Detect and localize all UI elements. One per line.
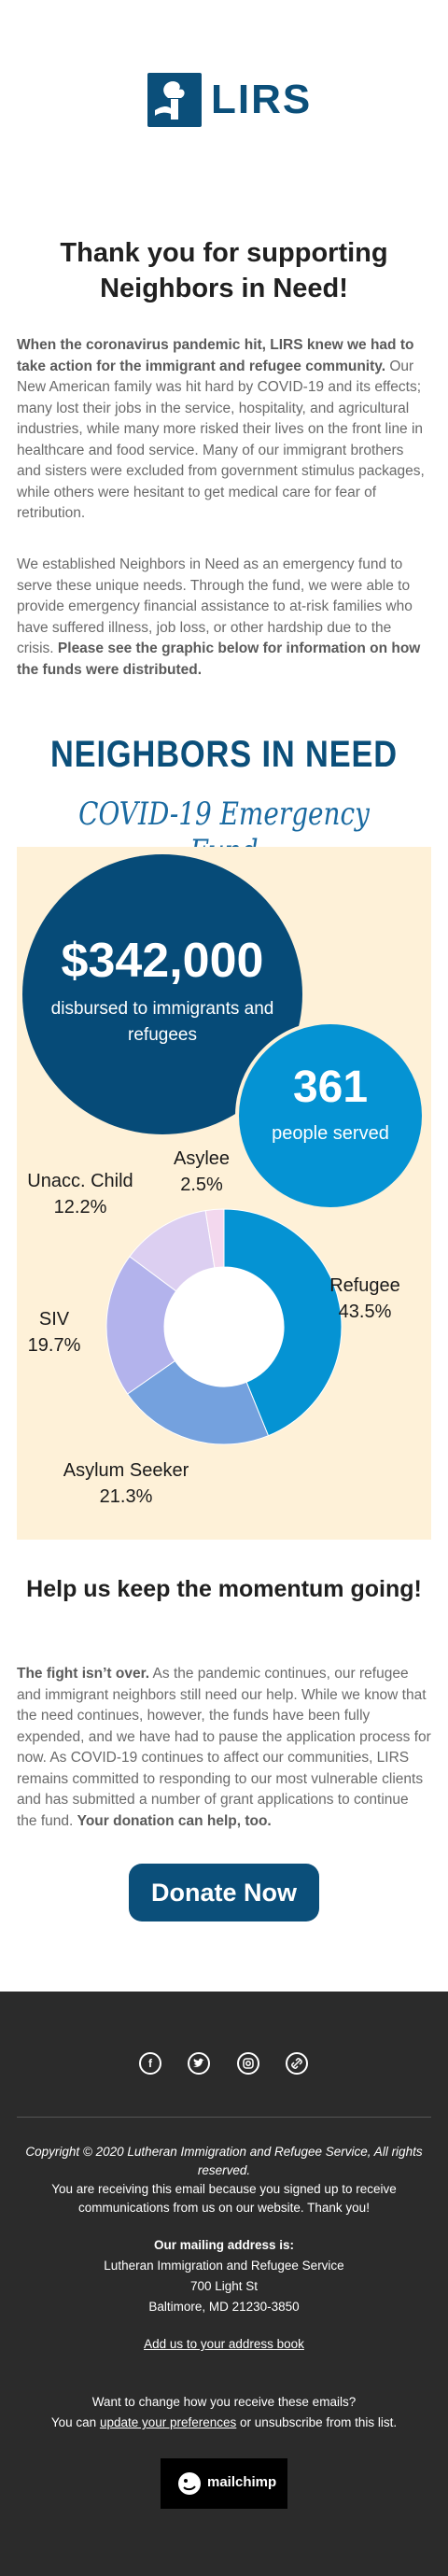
website-icon[interactable] bbox=[286, 2052, 308, 2075]
facebook-icon[interactable]: f bbox=[139, 2052, 161, 2075]
graphic-heading: NEIGHBORS IN NEED bbox=[49, 734, 399, 775]
donut-label-asylum-seeker-value: 21.3% bbox=[99, 1486, 153, 1507]
page-title: Thank you for supporting Neighbors in Ne… bbox=[60, 238, 388, 303]
mailchimp-badge[interactable]: mailchimp bbox=[161, 2458, 287, 2509]
momentum-body: As the pandemic continues, our refugee a… bbox=[17, 1666, 431, 1829]
infographic-panel: $342,000 disbursed to immigrants and ref… bbox=[17, 847, 431, 1540]
donut-label-unacc-child-name: Unacc. Child bbox=[27, 1171, 133, 1191]
amount-circle: $342,000 disbursed to immigrants and ref… bbox=[22, 854, 302, 1134]
footer-change-question: Want to change how you receive these ema… bbox=[91, 2395, 357, 2409]
donut-label-asylee: Asylee 2.5% bbox=[164, 1146, 239, 1198]
donut-label-siv-name: SIV bbox=[38, 1309, 70, 1330]
donut-label-asylee-name: Asylee bbox=[173, 1148, 231, 1169]
lirs-logo[interactable]: LIRS bbox=[147, 73, 312, 127]
donut-chart bbox=[105, 1208, 343, 1445]
torch-logo-icon bbox=[147, 73, 202, 127]
momentum-heading: Help us keep the momentum going! bbox=[26, 1576, 422, 1602]
footer-copyright: Copyright © 2020 Lutheran Immigration an… bbox=[25, 2145, 423, 2177]
add-address-book-link[interactable]: Add us to your address book bbox=[144, 2337, 304, 2351]
intro-paragraph-1: When the coronavirus pandemic hit, LIRS … bbox=[17, 335, 431, 525]
footer-you-can: You can bbox=[50, 2415, 100, 2429]
add-address-book-wrap: Add us to your address book bbox=[17, 2335, 431, 2354]
intro-paragraph-2-body: We established Neighbors in Need as an e… bbox=[17, 556, 413, 656]
instagram-icon[interactable] bbox=[237, 2052, 259, 2075]
mailchimp-icon bbox=[178, 2472, 201, 2495]
donut-hole bbox=[164, 1267, 284, 1387]
donut-label-asylum-seeker-name: Asylum Seeker bbox=[63, 1460, 189, 1481]
donut-label-refugee: Refugee 43.5% bbox=[314, 1273, 416, 1325]
mailing-street: 700 Light St bbox=[189, 2279, 259, 2293]
mailchimp-wordmark: mailchimp bbox=[207, 2474, 277, 2490]
donut-label-asylum-seeker: Asylum Seeker 21.3% bbox=[56, 1457, 196, 1510]
donut-label-refugee-value: 43.5% bbox=[338, 1302, 392, 1322]
update-preferences-link[interactable]: update your preferences bbox=[99, 2415, 237, 2429]
intro-paragraph-2: We established Neighbors in Need as an e… bbox=[17, 555, 431, 681]
momentum-paragraph: The fight isn’t over. As the pandemic co… bbox=[17, 1664, 431, 1832]
donut-label-asylee-value: 2.5% bbox=[180, 1175, 223, 1195]
footer-unsubscribe-text: or unsubscribe from this list. bbox=[236, 2415, 398, 2429]
donut-label-siv-value: 19.7% bbox=[27, 1335, 81, 1356]
served-caption: people served bbox=[272, 1123, 389, 1144]
donate-now-button[interactable]: Donate Now bbox=[129, 1864, 319, 1921]
momentum-lead: The fight isn’t over. bbox=[17, 1666, 150, 1682]
amount-value: $342,000 bbox=[61, 934, 264, 988]
momentum-emphasis: Your donation can help, too. bbox=[77, 1812, 272, 1829]
intro-paragraph-1-lead: When the coronavirus pandemic hit, LIRS … bbox=[17, 337, 414, 374]
footer-divider bbox=[17, 2117, 431, 2118]
twitter-icon[interactable] bbox=[188, 2052, 210, 2075]
footer-preferences-line: You can update your preferences or unsub… bbox=[17, 2414, 431, 2432]
served-circle: 361 people served bbox=[235, 1021, 426, 1211]
served-count: 361 bbox=[292, 1063, 369, 1112]
donut-label-unacc-child-value: 12.2% bbox=[53, 1197, 107, 1218]
mailing-city: Baltimore, MD 21230-3850 bbox=[148, 2300, 300, 2314]
intro-paragraph-2-emphasis: Please see the graphic below for informa… bbox=[17, 640, 421, 678]
donut-label-unacc-child: Unacc. Child 12.2% bbox=[17, 1168, 144, 1220]
donut-label-siv: SIV 19.7% bbox=[17, 1306, 91, 1358]
donut-label-refugee-name: Refugee bbox=[329, 1275, 400, 1296]
intro-paragraph-1-body: Our New American family was hit hard by … bbox=[17, 358, 425, 522]
mailing-org: Lutheran Immigration and Refugee Service bbox=[104, 2259, 344, 2273]
mailing-heading: Our mailing address is: bbox=[153, 2238, 295, 2252]
logo-wordmark: LIRS bbox=[211, 77, 313, 122]
footer-reason: You are receiving this email because you… bbox=[51, 2182, 397, 2215]
amount-caption: disbursed to immigrants and refugees bbox=[50, 999, 274, 1045]
